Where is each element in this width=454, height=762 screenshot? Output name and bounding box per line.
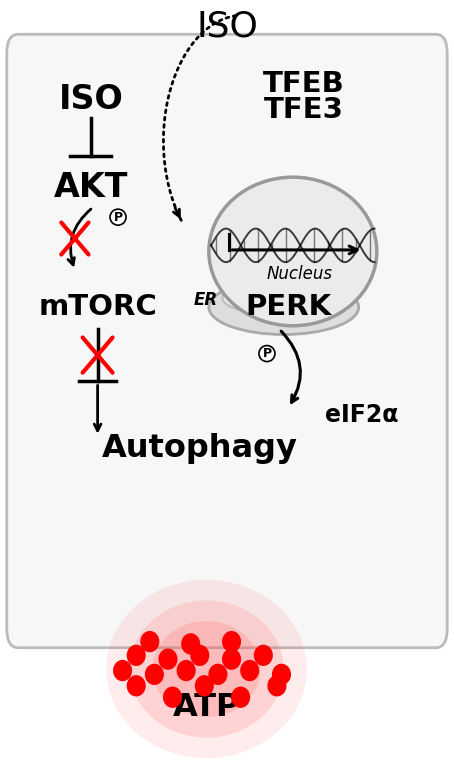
Ellipse shape [267, 675, 286, 696]
Ellipse shape [190, 645, 209, 666]
Ellipse shape [209, 178, 377, 326]
Text: P: P [114, 210, 123, 224]
Text: Nucleus: Nucleus [266, 264, 333, 283]
Ellipse shape [145, 664, 164, 685]
Ellipse shape [127, 645, 146, 666]
Ellipse shape [106, 580, 307, 758]
Ellipse shape [254, 645, 273, 666]
Text: P: P [262, 347, 271, 360]
Ellipse shape [222, 280, 345, 315]
Text: ATP: ATP [173, 692, 240, 722]
Ellipse shape [158, 648, 178, 670]
Ellipse shape [177, 660, 196, 681]
Ellipse shape [153, 621, 261, 717]
Text: AKT: AKT [54, 171, 128, 204]
Ellipse shape [272, 664, 291, 685]
Ellipse shape [140, 631, 159, 652]
Text: ISO: ISO [196, 10, 258, 43]
FancyBboxPatch shape [7, 34, 447, 648]
Ellipse shape [209, 280, 359, 335]
Ellipse shape [195, 675, 214, 696]
Text: eIF2α: eIF2α [325, 403, 398, 427]
Text: TFE3: TFE3 [264, 97, 344, 124]
Text: PERK: PERK [245, 293, 331, 321]
Ellipse shape [222, 648, 241, 670]
Ellipse shape [240, 660, 259, 681]
Ellipse shape [231, 687, 250, 708]
Ellipse shape [222, 631, 241, 652]
Text: ER: ER [193, 291, 218, 309]
Ellipse shape [181, 633, 200, 655]
Ellipse shape [113, 660, 132, 681]
Text: mTORC: mTORC [38, 293, 157, 321]
Ellipse shape [129, 600, 284, 738]
Text: ISO: ISO [59, 82, 123, 116]
Text: TFEB: TFEB [263, 70, 345, 98]
Text: Autophagy: Autophagy [102, 433, 298, 463]
Ellipse shape [127, 675, 146, 696]
Ellipse shape [208, 664, 227, 685]
Ellipse shape [163, 687, 182, 708]
